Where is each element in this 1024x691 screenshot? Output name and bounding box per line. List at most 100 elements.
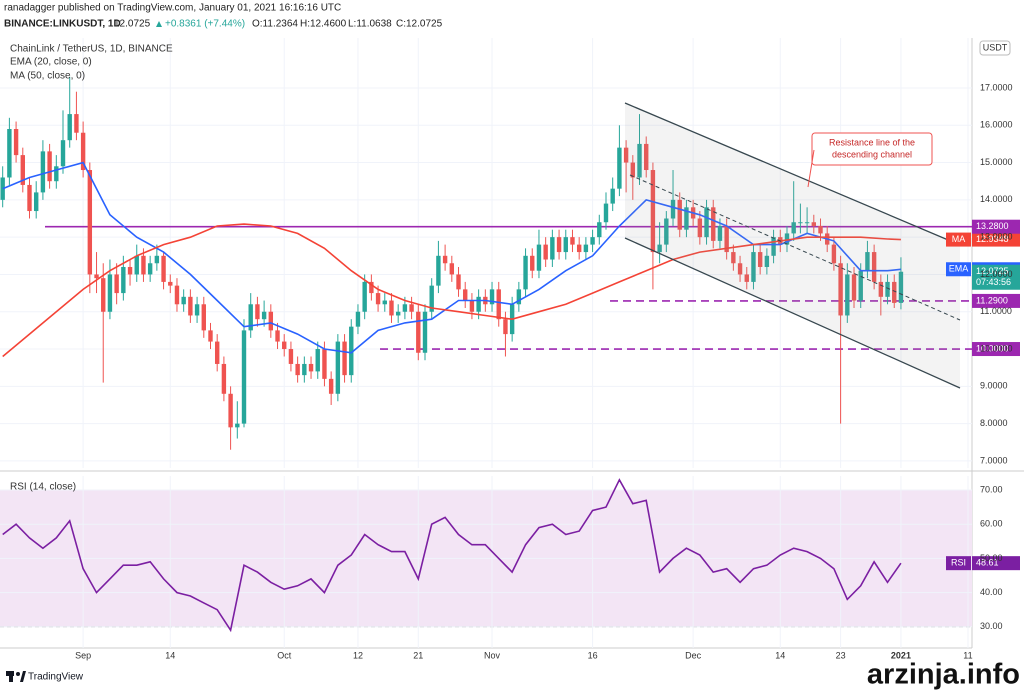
x-tick-label: Dec bbox=[685, 650, 702, 660]
x-tick-label: 14 bbox=[775, 650, 785, 660]
candle-body bbox=[664, 218, 669, 245]
candle-body bbox=[617, 147, 622, 189]
candle-body bbox=[831, 244, 837, 264]
last-price: 12.0725 bbox=[114, 19, 151, 30]
candle-body bbox=[94, 274, 99, 279]
candle-body bbox=[804, 222, 810, 224]
candle-body bbox=[496, 289, 501, 320]
rsi-title: RSI (14, close) bbox=[10, 482, 76, 493]
candle-body bbox=[657, 244, 662, 253]
candle-body bbox=[80, 132, 86, 171]
candle-body bbox=[409, 304, 414, 312]
candle-body bbox=[214, 341, 220, 364]
candle-body bbox=[121, 266, 126, 294]
candle-body bbox=[838, 263, 843, 316]
candle-body bbox=[335, 341, 341, 394]
logo-part bbox=[20, 671, 26, 682]
candle-body bbox=[737, 263, 743, 275]
candle-body bbox=[677, 199, 682, 230]
candle-body bbox=[422, 311, 428, 353]
value-label: 12.9348 bbox=[976, 234, 1009, 244]
brand-logo bbox=[6, 671, 26, 682]
candle-body bbox=[590, 237, 595, 245]
candle-body bbox=[174, 285, 180, 305]
level-label-box bbox=[972, 342, 1020, 357]
candle-body bbox=[295, 363, 300, 376]
candle-body bbox=[697, 218, 703, 238]
candle-body bbox=[603, 203, 609, 223]
candle-body bbox=[315, 349, 320, 372]
candle-body bbox=[308, 363, 314, 372]
candle-body bbox=[798, 222, 803, 224]
candle-body bbox=[87, 170, 93, 275]
y-tick-label: 40.00 bbox=[980, 587, 1003, 597]
y-tick-label: 8.0000 bbox=[980, 418, 1008, 428]
candle-body bbox=[623, 147, 629, 163]
candle-body bbox=[885, 281, 890, 297]
y-tick-label: 14.0000 bbox=[980, 194, 1013, 204]
candle-body bbox=[47, 151, 52, 182]
candle-body bbox=[389, 300, 394, 316]
series-name: RSI bbox=[951, 558, 966, 568]
y-tick-label: 16.0000 bbox=[980, 120, 1013, 130]
candle-body bbox=[54, 166, 59, 182]
channel-fill bbox=[625, 103, 960, 388]
y-tick-label: 30.00 bbox=[980, 621, 1003, 631]
candle-body bbox=[610, 188, 615, 204]
symbol: BINANCE:LINKUSDT, 1D bbox=[4, 19, 121, 30]
y-tick-label: 10.0000 bbox=[980, 343, 1013, 353]
level-label-box bbox=[972, 219, 1020, 234]
candle-body bbox=[228, 393, 233, 428]
logo-part bbox=[16, 672, 20, 676]
candle-body bbox=[751, 252, 756, 282]
indicator-line bbox=[2, 478, 902, 633]
candle-body bbox=[275, 330, 280, 342]
annotation-box bbox=[811, 132, 933, 166]
level-label: 13.2800 bbox=[976, 221, 1009, 231]
logo-part bbox=[9, 676, 13, 682]
candle-body bbox=[898, 271, 904, 303]
candle-body bbox=[60, 140, 66, 167]
candle-body bbox=[33, 192, 39, 212]
candle-body bbox=[476, 296, 481, 312]
channel-lower bbox=[624, 237, 961, 389]
candle-body bbox=[871, 252, 877, 282]
x-tick-label: Oct bbox=[277, 650, 292, 660]
candle-body bbox=[550, 237, 555, 260]
candle-body bbox=[181, 296, 186, 305]
x-tick-label: 21 bbox=[413, 650, 423, 660]
candle-body bbox=[302, 363, 307, 376]
candle-body bbox=[563, 237, 568, 253]
candle-body bbox=[892, 281, 897, 303]
pane-title: ChainLink / TetherUS, 1D, BINANCE bbox=[10, 44, 173, 55]
candle-body bbox=[221, 363, 227, 394]
candle-body bbox=[851, 274, 857, 301]
series-name-box bbox=[946, 232, 971, 247]
candle-body bbox=[456, 274, 461, 290]
candle-body bbox=[328, 378, 334, 394]
close: C:12.0725 bbox=[396, 19, 443, 30]
x-tick-label: 14 bbox=[165, 650, 175, 660]
y-tick-label: 60.00 bbox=[980, 519, 1003, 529]
candle-body bbox=[402, 304, 408, 312]
candle-body bbox=[194, 304, 200, 316]
candle-body bbox=[791, 222, 796, 234]
candle-body bbox=[127, 266, 133, 275]
candle-body bbox=[630, 162, 636, 178]
x-tick-label: Nov bbox=[484, 650, 501, 660]
y-tick-label: 50.00 bbox=[980, 553, 1003, 563]
change: +0.8361 (+7.44%) bbox=[165, 19, 245, 30]
brand: TradingView bbox=[28, 672, 84, 683]
candle-body bbox=[845, 274, 850, 316]
candle-body bbox=[536, 244, 542, 271]
plot-area bbox=[0, 38, 1024, 649]
candle-body bbox=[724, 225, 729, 253]
candle-body bbox=[543, 244, 548, 260]
level-label: 11.2900 bbox=[976, 295, 1008, 305]
candle-body bbox=[134, 255, 139, 275]
annotation: descending channel bbox=[832, 149, 912, 159]
candle-body bbox=[784, 233, 790, 245]
candle-body bbox=[731, 252, 736, 264]
indicator-line bbox=[2, 161, 901, 354]
candle-body bbox=[342, 341, 347, 376]
